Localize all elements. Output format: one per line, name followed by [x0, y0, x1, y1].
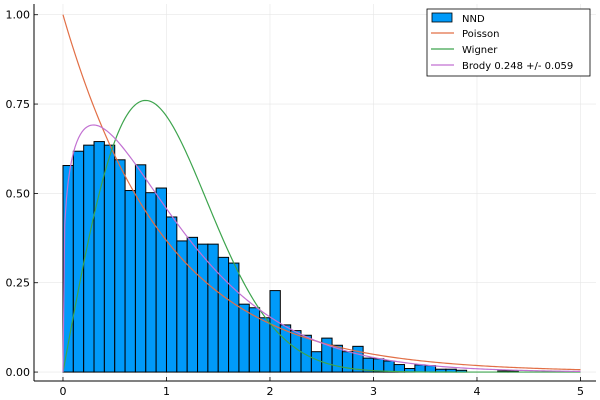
x-tick-label: 4	[473, 385, 480, 398]
histogram-bar	[310, 351, 323, 373]
legend-label-poisson: Poisson	[462, 29, 499, 40]
histogram-bar	[155, 187, 167, 373]
x-tick-label: 3	[370, 385, 377, 398]
y-tick-label: 0.50	[6, 187, 31, 200]
histogram-bar	[372, 358, 385, 373]
wigner-curve	[62, 99, 581, 373]
histogram-bar	[176, 240, 188, 373]
histogram-bar	[197, 243, 209, 373]
histogram-bar	[414, 364, 426, 373]
x-tick-label: 0	[59, 385, 66, 398]
histogram-bar	[269, 290, 281, 373]
histogram-bar	[238, 303, 250, 373]
histogram-bar	[93, 141, 105, 373]
brody-curve	[62, 124, 581, 373]
legend-label-nnd: NND	[462, 14, 485, 25]
x-tick-label: 1	[163, 385, 170, 398]
histogram-bar	[72, 150, 85, 373]
y-tick-labels: 0.00 0.25 0.50 0.75 1.00	[6, 9, 31, 379]
y-tick-label: 0.75	[6, 98, 31, 111]
legend-label-wigner: Wigner	[462, 45, 498, 56]
legend: NND Poisson Wigner Brody 0.248 +/- 0.059	[426, 8, 591, 77]
histogram-bar	[114, 159, 126, 373]
x-tick-labels: 0 1 2 3 4 5	[59, 385, 583, 398]
histogram-bar	[165, 216, 178, 373]
histogram-bar	[383, 360, 395, 373]
axes	[33, 4, 596, 382]
legend-label-brody: Brody 0.248 +/- 0.059	[462, 61, 573, 72]
y-tick-label: 1.00	[6, 9, 31, 22]
histogram-bar	[134, 164, 147, 373]
x-tick-label: 5	[577, 385, 584, 398]
histogram-bar	[259, 317, 271, 373]
x-tick-label: 2	[266, 385, 273, 398]
legend-box	[426, 8, 591, 77]
y-tick-label: 0.25	[6, 277, 31, 290]
histogram-bar	[124, 190, 136, 373]
histogram-bars	[62, 141, 519, 373]
histogram-bar	[186, 236, 199, 373]
histogram-bar	[424, 365, 437, 373]
y-tick-label: 0.00	[6, 366, 31, 379]
fitted-curves	[62, 14, 581, 373]
histogram-bar	[300, 334, 312, 373]
legend-swatch-nnd	[431, 12, 453, 23]
histogram-bar	[228, 262, 240, 373]
histogram-bar	[103, 144, 116, 373]
